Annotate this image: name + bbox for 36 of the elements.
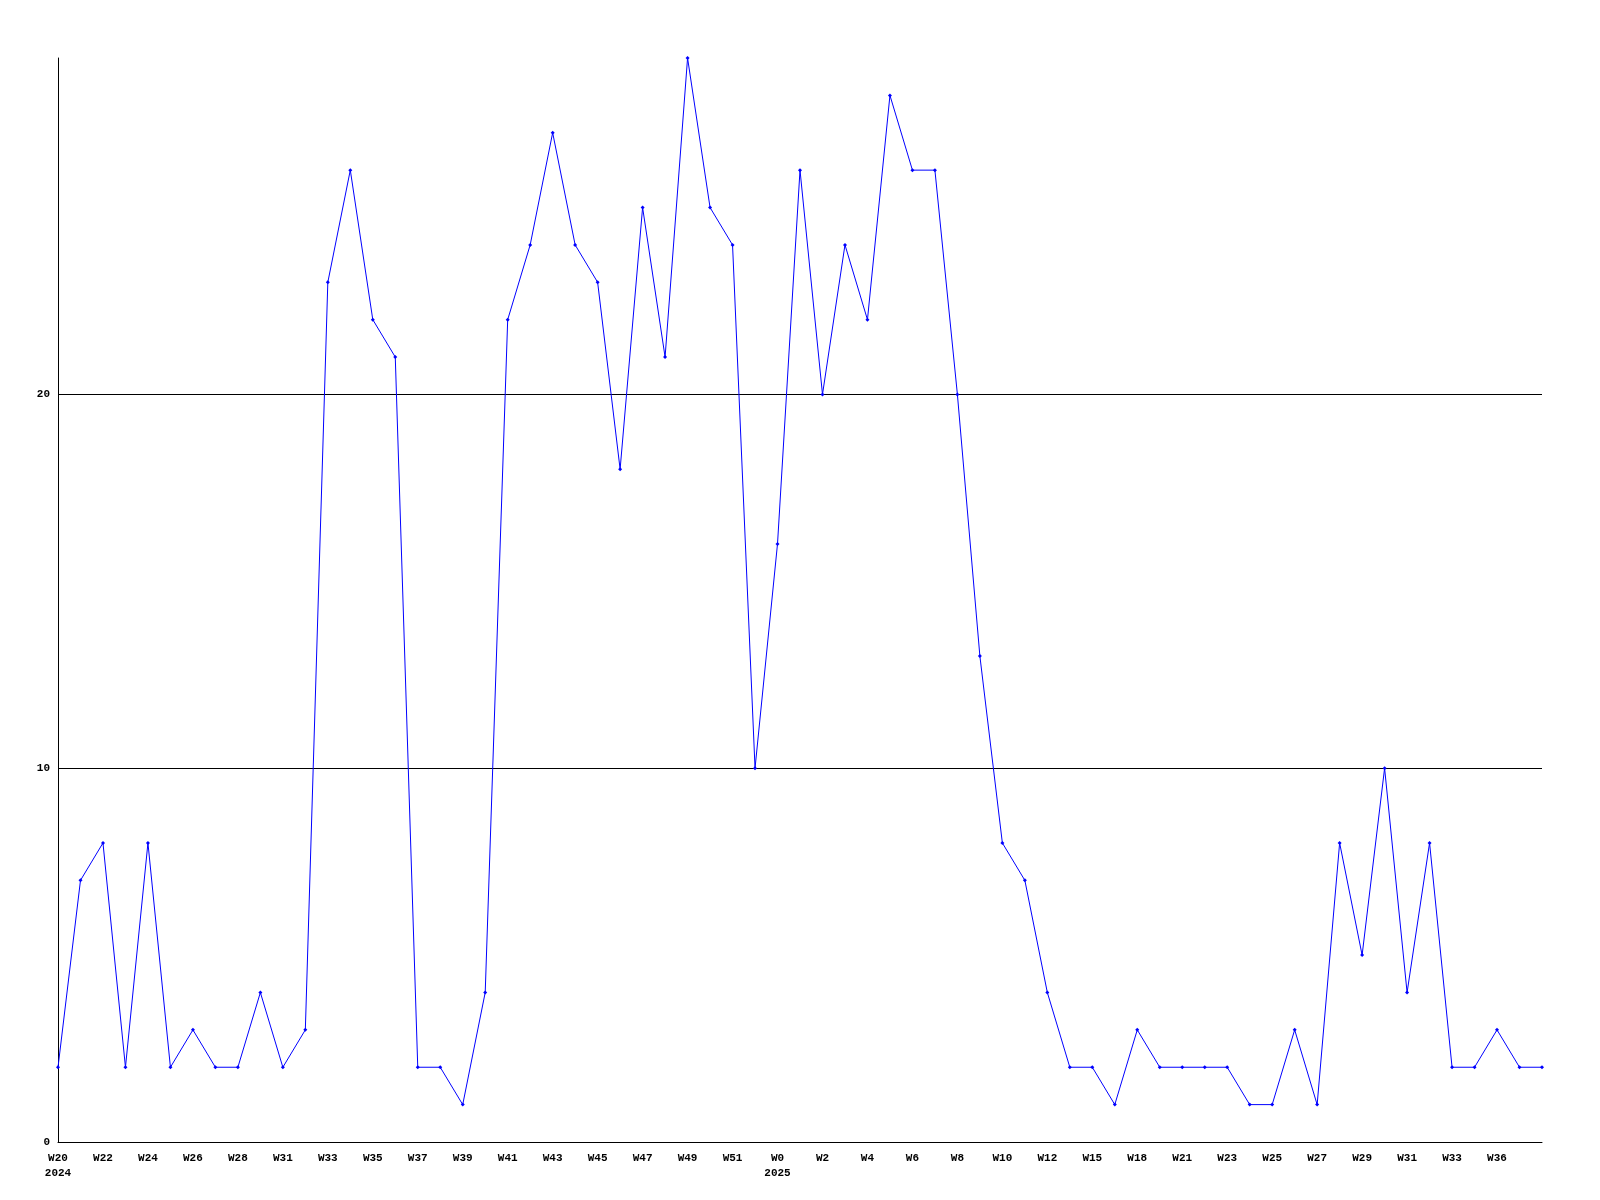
x-tick-label: W45: [587, 1151, 608, 1164]
x-tick-label: W8: [950, 1151, 965, 1164]
x-tick-label: W4: [860, 1151, 875, 1164]
y-tick-label: 0: [43, 1136, 50, 1148]
x-tick-label: W6: [905, 1151, 920, 1164]
x-tick-label: W26: [183, 1151, 203, 1164]
x-tick-label: W24: [138, 1151, 159, 1164]
x-tick-label: W0 2025: [764, 1151, 792, 1179]
x-tick-label: W47: [632, 1151, 653, 1164]
x-tick-label: W29: [1352, 1151, 1373, 1164]
x-tick-label: W27: [1307, 1151, 1328, 1164]
x-tick-label: W51: [722, 1151, 743, 1164]
x-tick-label: W18: [1127, 1151, 1148, 1164]
y-tick-label: 10: [36, 762, 50, 775]
x-tick-label: W36: [1487, 1151, 1507, 1164]
x-tick-label: W33: [317, 1151, 339, 1164]
x-tick-label: W15: [1082, 1151, 1103, 1164]
x-tick-label: W43: [542, 1151, 563, 1164]
x-tick-label: W31: [1397, 1151, 1418, 1164]
x-tick-label: W33: [1442, 1151, 1463, 1164]
x-tick-label: W31: [272, 1151, 294, 1164]
x-tick-label: W41: [497, 1151, 518, 1164]
x-tick-label: W20 2024: [44, 1151, 72, 1179]
x-tick-label: W28: [227, 1151, 249, 1164]
x-tick-label: W12: [1037, 1151, 1058, 1164]
x-tick-label: W22: [93, 1151, 113, 1164]
y-tick-label: 20: [36, 388, 50, 401]
x-tick-label: W35: [362, 1151, 384, 1164]
x-tick-label: W49: [677, 1151, 698, 1164]
x-tick-label: W10: [992, 1151, 1013, 1164]
x-tick-label: W23: [1217, 1151, 1238, 1164]
x-tick-label: W37: [407, 1151, 428, 1164]
x-tick-label: W21: [1172, 1151, 1193, 1164]
x-tick-label: W2: [815, 1151, 830, 1164]
x-tick-label: W25: [1262, 1151, 1283, 1164]
x-tick-label: W39: [452, 1151, 473, 1164]
